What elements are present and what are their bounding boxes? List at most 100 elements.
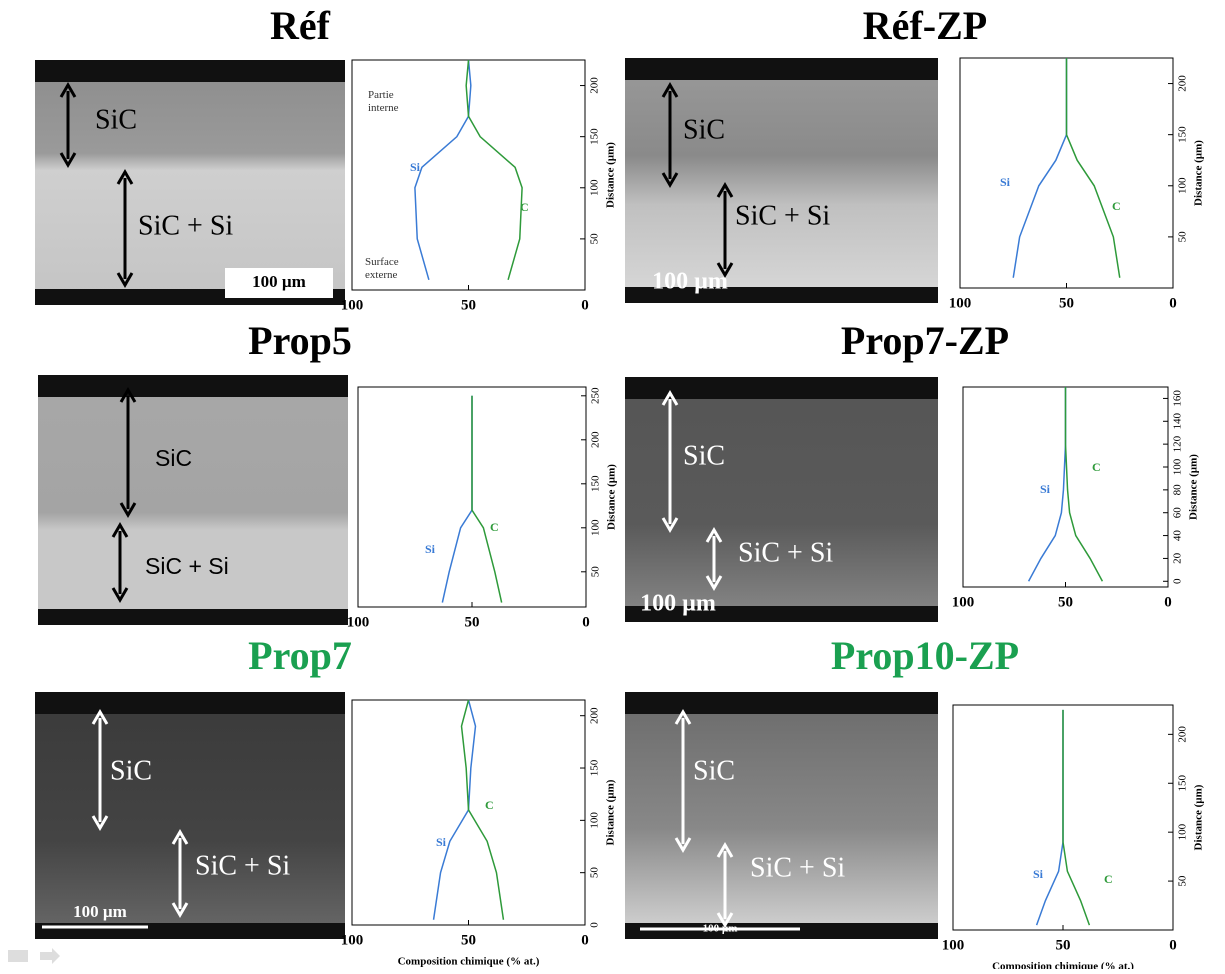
resin-top [38,375,348,397]
image-label: SiC [95,104,137,135]
y-tick-label: 150 [1177,775,1189,792]
y-tick-label: 80 [1172,484,1184,496]
menu-icon [8,950,28,962]
arrow-head [661,82,679,98]
scale-label: 100 µm [703,923,738,935]
arrow-head [59,82,77,98]
image-label: SiC [683,114,725,145]
resin-top [625,377,938,399]
image-label: SiC + Si [145,553,229,579]
x-tick-label: 100 [347,614,370,630]
profile-line [460,699,505,920]
series-label: C [485,798,494,812]
y-tick-label: 140 [1172,413,1184,430]
arrow-head [716,842,734,858]
x-tick-label: 0 [1169,937,1177,953]
arrow-head [661,172,679,188]
series-label: C [490,520,499,534]
y-tick-label: 200 [589,77,601,94]
series-label: Si [410,160,421,174]
micrograph [625,377,938,622]
arrow-head [116,272,134,288]
y-axis-label: Distance (µm) [1193,784,1205,850]
resin-bottom [38,609,348,625]
y-tick-label: 50 [589,233,601,245]
annotation-line: Surface [365,256,399,268]
resin-bottom [625,287,938,303]
series-label: C [520,200,529,214]
y-tick-label: 200 [1177,726,1189,743]
y-axis-label: Distance (µm) [605,142,617,208]
next-icon [40,948,60,964]
y-tick-label: 200 [589,707,601,724]
profile-line [1065,58,1121,278]
y-tick-label: 50 [1177,231,1189,243]
micrograph [35,692,345,939]
micrograph [35,60,345,305]
x-tick-label: 100 [952,594,975,610]
profile-line [471,395,503,603]
y-tick-label: 120 [1172,435,1184,452]
footer-icons [8,948,60,964]
panel-title: Prop10-ZP [831,633,1019,678]
y-tick-label: 100 [590,519,602,536]
plot-frame [351,699,586,926]
arrow-head [716,912,734,928]
x-tick-label: 0 [581,297,589,313]
resin-top [35,692,345,714]
y-axis-label: Distance (µm) [606,464,618,530]
arrow-head [674,837,692,853]
y-tick-label: 100 [1172,458,1184,475]
x-axis-label: Composition chimique (% at.) [398,956,540,968]
annotation-line: Partie [368,89,394,101]
y-tick-label: 40 [1172,530,1184,542]
x-tick-label: 50 [1056,937,1071,953]
resin-top [625,58,938,80]
x-tick-label: 50 [461,932,476,948]
arrow-head [171,829,189,845]
arrow-head [91,815,109,831]
y-tick-label: 150 [1177,126,1189,143]
arrow-head [705,527,723,543]
arrow-head [716,182,734,198]
series-label: Si [436,835,447,849]
x-tick-label: 50 [1058,594,1073,610]
image-label: SiC [155,445,192,471]
y-tick-label: 160 [1172,390,1184,407]
x-tick-label: 50 [461,297,476,313]
x-tick-label: 0 [1164,594,1172,610]
annotation: Surface externe [365,256,399,281]
plot-frame [351,59,586,291]
resin-bottom [35,923,345,939]
arrow-head [705,575,723,591]
x-tick-label: 50 [1059,295,1074,311]
resin-top [625,692,938,714]
y-tick-label: 0 [589,922,601,928]
arrow-head [111,522,129,538]
y-tick-label: 50 [589,867,601,879]
arrow-head [171,902,189,918]
resin-bottom [625,923,938,939]
x-tick-label: 0 [581,932,589,948]
y-axis-label: Distance (µm) [605,779,617,845]
profile-line [414,59,472,280]
series-label: Si [1033,867,1044,881]
y-tick-label: 150 [590,475,602,492]
series-label: C [1104,872,1113,886]
scale-label: 100 µm [652,269,728,295]
arrow-head [116,169,134,185]
annotation-line: externe [365,269,397,281]
y-tick-label: 100 [589,179,601,196]
series-label: C [1092,460,1101,474]
y-tick-label: 20 [1172,552,1184,564]
y-tick-label: 150 [589,128,601,145]
panel-title: Prop5 [248,318,352,363]
image-label: SiC + Si [738,537,833,568]
micrograph [625,692,938,939]
arrow-head [59,152,77,168]
